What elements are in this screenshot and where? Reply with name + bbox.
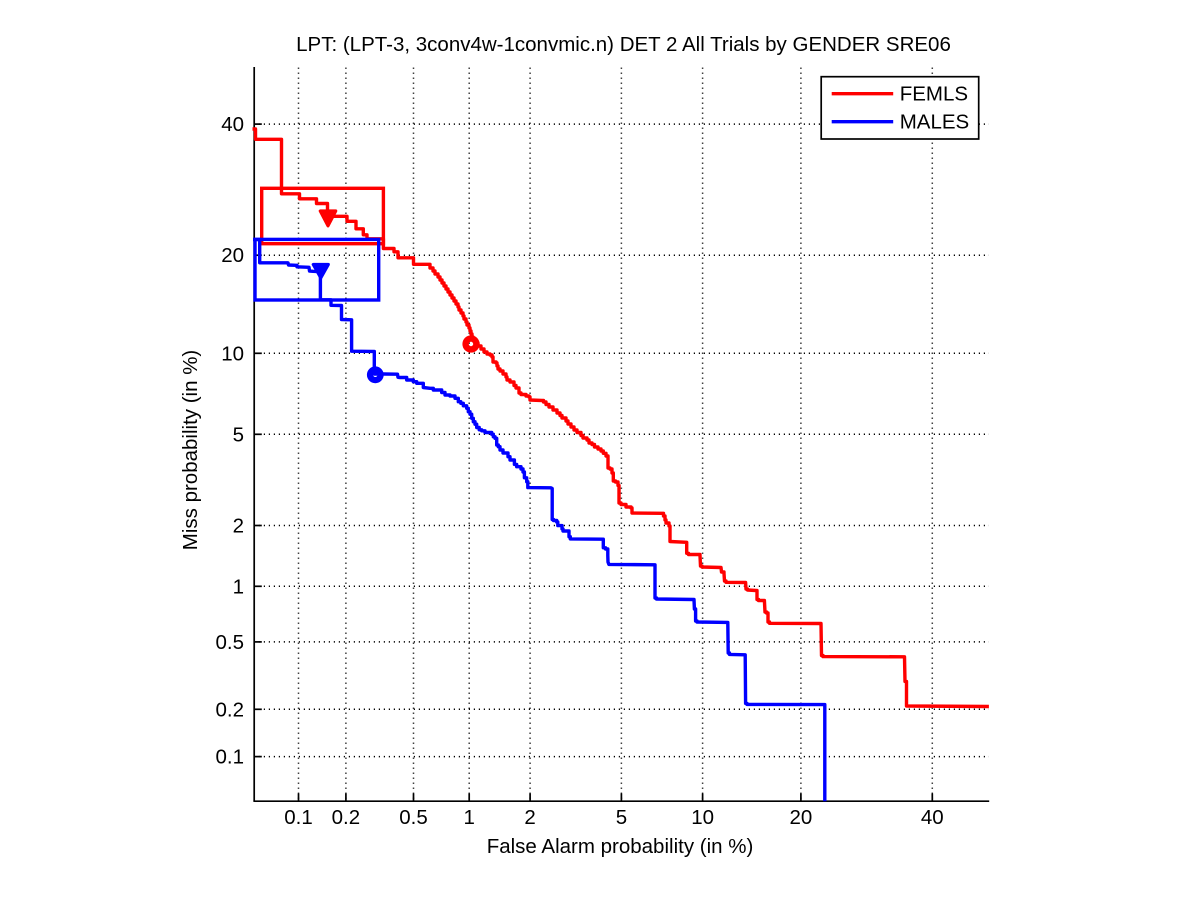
svg-text:2: 2 — [524, 806, 535, 829]
svg-text:0.1: 0.1 — [284, 806, 313, 829]
svg-text:10: 10 — [221, 342, 244, 365]
svg-text:40: 40 — [921, 806, 944, 829]
svg-text:1: 1 — [463, 806, 474, 829]
svg-text:1: 1 — [233, 575, 244, 598]
svg-text:2: 2 — [233, 515, 244, 538]
svg-text:5: 5 — [233, 423, 244, 446]
svg-text:LPT: (LPT-3, 3conv4w-1convmic.: LPT: (LPT-3, 3conv4w-1convmic.n) DET 2 A… — [296, 33, 951, 56]
svg-text:False Alarm probability (in %): False Alarm probability (in %) — [487, 835, 754, 858]
svg-text:40: 40 — [221, 113, 244, 136]
svg-text:20: 20 — [789, 806, 812, 829]
svg-text:0.2: 0.2 — [332, 806, 361, 829]
svg-text:MALES: MALES — [900, 111, 970, 134]
svg-text:0.1: 0.1 — [216, 746, 245, 769]
svg-text:0.2: 0.2 — [216, 698, 245, 721]
svg-text:Miss probability (in %): Miss probability (in %) — [179, 350, 202, 551]
svg-text:0.5: 0.5 — [399, 806, 428, 829]
svg-text:20: 20 — [221, 244, 244, 267]
svg-text:0.5: 0.5 — [216, 631, 245, 654]
svg-text:FEMLS: FEMLS — [900, 83, 968, 106]
svg-text:10: 10 — [691, 806, 714, 829]
svg-text:5: 5 — [616, 806, 627, 829]
